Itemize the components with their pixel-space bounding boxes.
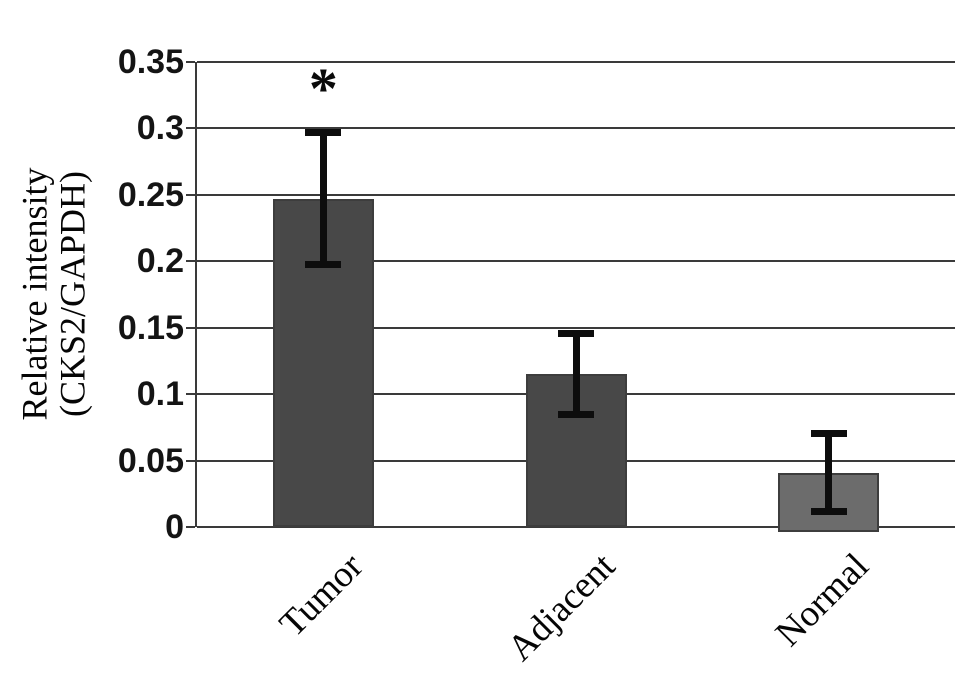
error-bar-line [572,333,580,416]
y-tick-label: 0.1 [136,375,184,414]
gridline [197,526,955,528]
bar [525,374,627,527]
gridline [197,326,955,329]
error-bar-cap-bottom [305,261,342,269]
x-category-label: Adjacent [500,545,624,670]
x-category-label: Normal [767,545,877,655]
y-tick-label: 0.35 [117,43,184,81]
x-category-label: Tumor [271,545,372,645]
significance-asterisk: * [308,56,338,121]
y-tick-mark [186,459,195,462]
y-tick-label: 0.05 [117,441,184,480]
plot-area [186,61,955,532]
gridline [197,193,955,196]
error-bar-line [319,132,327,266]
error-bar-cap-top [305,129,342,137]
y-axis-line [195,62,197,527]
y-tick-label: 0.25 [117,175,184,214]
y-tick-mark [186,526,195,528]
y-tick-mark [186,393,195,396]
gridline [197,61,955,63]
y-tick-mark [186,326,195,329]
y-tick-mark [186,61,195,63]
gridline [197,260,955,263]
y-tick-mark [186,127,195,130]
y-tick-label: 0.3 [136,109,184,148]
y-tick-label: 0 [165,508,184,546]
y-tick-mark [186,193,195,196]
y-tick-label: 0.15 [117,308,184,347]
error-bar-cap-top [810,429,847,437]
y-tick-mark [186,260,195,263]
error-bar-cap-bottom [810,508,847,516]
y-tick-label: 0.2 [136,242,184,281]
error-bar-cap-bottom [558,411,594,419]
gridline [197,127,955,130]
error-bar-cap-top [558,330,594,338]
error-bar-line [825,432,833,513]
